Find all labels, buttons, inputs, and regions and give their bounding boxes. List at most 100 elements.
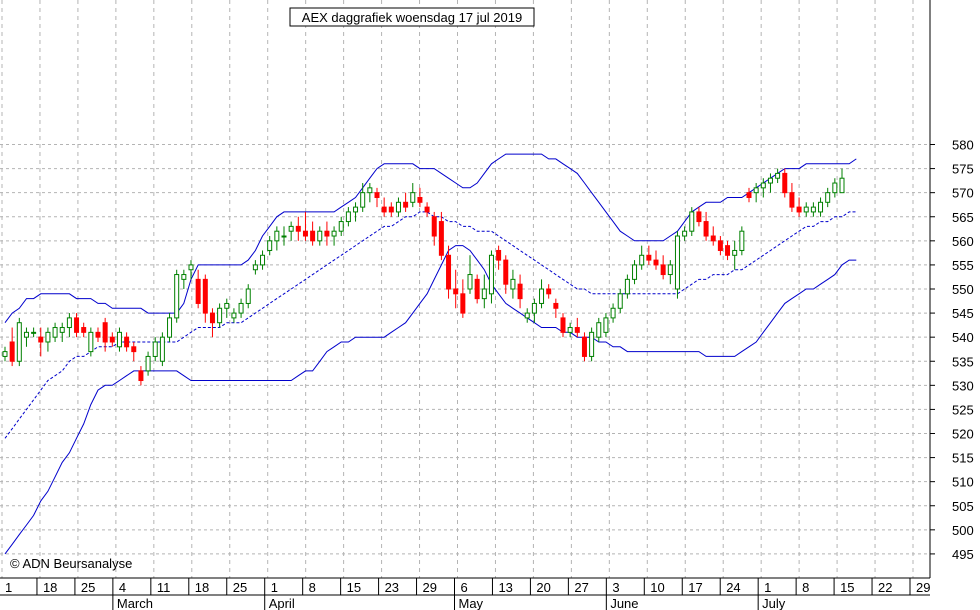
candle — [310, 221, 316, 246]
candle-body — [167, 317, 173, 338]
y-tick-label: 500 — [952, 523, 974, 538]
candle — [796, 197, 802, 217]
candle — [410, 183, 416, 208]
candle — [696, 207, 702, 227]
candle — [367, 183, 373, 203]
candle-body — [260, 254, 266, 266]
candle-body — [74, 317, 80, 333]
candle — [345, 207, 351, 227]
candle — [431, 211, 437, 246]
candle — [167, 313, 173, 342]
candle — [753, 183, 759, 203]
y-tick-label: 575 — [952, 162, 974, 177]
candle — [31, 327, 37, 338]
bollinger-upper-band — [4, 153, 857, 324]
candle-body — [145, 355, 151, 372]
candle-body — [560, 317, 566, 333]
candle — [81, 322, 87, 338]
candle-body — [23, 331, 29, 338]
candle-body — [760, 182, 766, 189]
candle — [331, 226, 337, 246]
candle — [596, 317, 602, 342]
candle-body — [460, 293, 466, 314]
candle — [488, 250, 494, 304]
candle — [202, 274, 208, 323]
candle — [739, 226, 745, 256]
candle-body — [488, 254, 494, 295]
candle — [710, 226, 716, 246]
x-day-label: 22 — [878, 580, 892, 595]
candle — [567, 322, 573, 338]
y-tick-label: 520 — [952, 427, 974, 442]
candle-body — [109, 336, 115, 343]
candle — [174, 269, 180, 323]
candle-body — [732, 249, 738, 256]
candle-body — [632, 264, 638, 280]
candle-body — [767, 177, 773, 184]
candle-body — [474, 278, 480, 300]
candle — [717, 236, 723, 256]
candle — [603, 313, 609, 338]
y-tick-label: 545 — [952, 306, 974, 321]
candle — [145, 351, 151, 376]
candle-body — [581, 336, 587, 357]
x-day-label: 17 — [688, 580, 702, 595]
candle — [746, 187, 752, 203]
candle-body — [682, 230, 688, 237]
candle-body — [52, 327, 58, 338]
candle — [417, 187, 423, 208]
candle-body — [510, 278, 516, 290]
y-tick-label: 570 — [952, 186, 974, 201]
copyright-label: © ADN Beursanalyse — [10, 556, 132, 571]
candle-body — [539, 288, 545, 304]
candle-body — [438, 221, 444, 256]
candle — [324, 221, 330, 246]
candle-body — [38, 336, 44, 343]
x-day-label: 29 — [916, 580, 930, 595]
candle — [109, 332, 115, 347]
candle-body — [467, 274, 473, 290]
candle-body — [818, 201, 824, 213]
x-day-label: 1 — [5, 580, 12, 595]
candle-body — [596, 322, 602, 338]
candle-body — [782, 172, 788, 194]
candle — [689, 207, 695, 237]
candle-body — [674, 235, 680, 290]
candle-body — [116, 331, 122, 348]
candle — [188, 260, 194, 280]
candle — [517, 274, 523, 309]
candle-body — [288, 225, 294, 232]
candle-body — [202, 278, 208, 314]
x-day-label: 18 — [43, 580, 57, 595]
candle-body — [395, 201, 401, 213]
candle — [231, 308, 237, 323]
candle — [88, 327, 94, 357]
candle-body — [775, 172, 781, 179]
candle-body — [839, 177, 845, 194]
candle-body — [796, 206, 802, 213]
candle-body — [324, 230, 330, 237]
candle-body — [310, 230, 316, 242]
candle — [395, 197, 401, 217]
candle — [238, 298, 244, 318]
candle — [775, 168, 781, 184]
candle — [682, 226, 688, 241]
candle — [295, 216, 301, 241]
candle — [732, 240, 738, 270]
candle — [481, 274, 487, 309]
candle — [446, 245, 452, 299]
candle — [610, 303, 616, 323]
candle-body — [267, 240, 273, 251]
x-day-label: 18 — [195, 580, 209, 595]
candle-body — [138, 370, 144, 382]
candle-body — [209, 312, 215, 324]
x-day-label: 27 — [574, 580, 588, 595]
candles — [2, 168, 845, 386]
candle — [624, 274, 630, 299]
candle-body — [696, 211, 702, 223]
candle — [474, 274, 480, 304]
candle-body — [610, 307, 616, 319]
